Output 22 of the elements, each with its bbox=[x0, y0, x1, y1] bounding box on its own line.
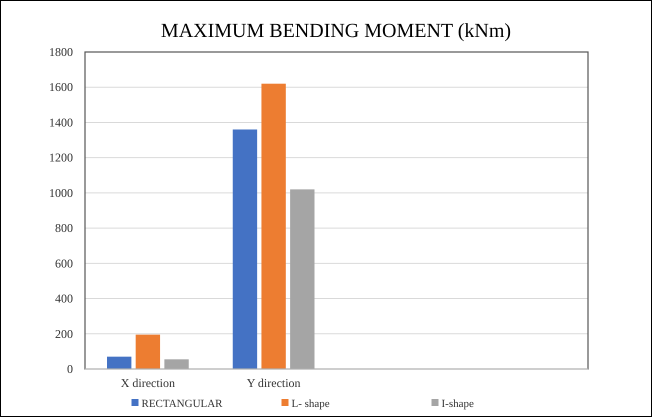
bar bbox=[232, 129, 258, 369]
chart-title: MAXIMUM BENDING MOMENT (kNm) bbox=[160, 20, 512, 42]
y-tick-label: 1200 bbox=[49, 150, 73, 165]
y-tick-label: 400 bbox=[55, 292, 73, 306]
x-tick-label: X direction bbox=[120, 376, 176, 390]
y-tick-label: 600 bbox=[55, 256, 73, 270]
x-tick-label: Y direction bbox=[246, 376, 301, 390]
y-tick-label: 1600 bbox=[49, 80, 73, 94]
legend-label: L- shape bbox=[292, 398, 330, 410]
y-tick-label: 1800 bbox=[49, 45, 73, 59]
legend-label: I-shape bbox=[442, 398, 474, 410]
bar bbox=[164, 359, 189, 369]
y-tick-label: 200 bbox=[55, 326, 73, 341]
y-tick-label: 1000 bbox=[49, 186, 73, 200]
bar bbox=[107, 356, 132, 369]
y-tick-label: 1400 bbox=[49, 115, 73, 130]
legend-label: RECTANGULAR bbox=[142, 398, 224, 410]
bar bbox=[290, 189, 314, 369]
y-tick-label: 800 bbox=[55, 221, 73, 236]
y-tick-label: 0 bbox=[67, 362, 73, 376]
bar bbox=[261, 84, 286, 369]
bar bbox=[136, 334, 160, 369]
